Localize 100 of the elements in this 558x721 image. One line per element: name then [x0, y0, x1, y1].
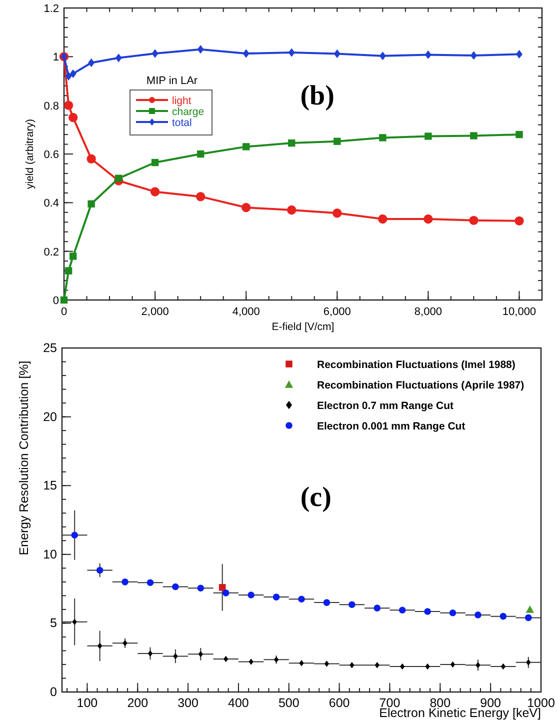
- y-tick-label: 0.8: [44, 100, 59, 112]
- point: [379, 52, 386, 60]
- point: [424, 50, 432, 60]
- point: [88, 200, 95, 208]
- legend-label: charge: [172, 106, 204, 118]
- point: [334, 138, 341, 145]
- point: [324, 660, 330, 667]
- y-tick-label: 25: [43, 341, 58, 355]
- y-tick-label: 0.2: [44, 246, 59, 258]
- point: [424, 214, 433, 224]
- point: [298, 596, 305, 603]
- point: [374, 662, 380, 668]
- point: [115, 54, 122, 62]
- point: [374, 604, 381, 612]
- point: [122, 578, 128, 586]
- y-tick-label: 1: [52, 52, 59, 64]
- point: [148, 650, 153, 657]
- point: [424, 132, 432, 140]
- y-tick-label: 0.6: [44, 149, 59, 161]
- point: [72, 618, 77, 625]
- point: [64, 100, 74, 110]
- point: [146, 579, 154, 586]
- point: [398, 606, 406, 614]
- point: [469, 216, 478, 226]
- x-tick-label: 600: [328, 696, 350, 710]
- x-tick-label: 0: [60, 306, 68, 318]
- point: [425, 663, 430, 670]
- legend-label: total: [172, 117, 192, 129]
- point: [173, 653, 178, 660]
- point: [152, 49, 158, 58]
- point: [60, 296, 68, 304]
- legend-label: light: [172, 95, 192, 107]
- point: [288, 139, 296, 147]
- point: [115, 174, 122, 182]
- point: [334, 49, 340, 58]
- point: [424, 608, 431, 615]
- point: [379, 134, 386, 142]
- point: [88, 58, 95, 68]
- point: [450, 661, 456, 668]
- point: [516, 130, 523, 138]
- legend-title: MIP in LAr: [146, 75, 198, 87]
- point: [449, 609, 456, 616]
- point: [68, 112, 78, 122]
- point: [197, 45, 204, 54]
- point: [64, 267, 72, 274]
- point: [242, 143, 250, 150]
- point: [71, 532, 78, 539]
- annotation: (c): [300, 482, 332, 514]
- x-tick-label: 100: [76, 696, 98, 710]
- point: [70, 252, 77, 260]
- point: [97, 642, 102, 650]
- point: [248, 592, 254, 598]
- y-tick-label: 0: [52, 295, 59, 307]
- point: [287, 205, 296, 215]
- point: [122, 640, 128, 646]
- point: [222, 590, 230, 596]
- x-tick-label: 2,000: [141, 306, 169, 318]
- point: [350, 662, 354, 668]
- y-tick-label: 0: [50, 685, 58, 699]
- point: [218, 584, 226, 591]
- x-tick-label: 8,000: [414, 306, 442, 318]
- legend-label: Electron 0.001 mm Range Cut: [317, 420, 466, 432]
- point: [86, 154, 96, 164]
- y-tick-label: 20: [43, 410, 58, 424]
- point: [526, 605, 534, 613]
- point: [70, 69, 76, 78]
- point: [500, 663, 506, 670]
- point: [332, 208, 342, 218]
- point: [470, 132, 478, 140]
- point: [378, 214, 388, 224]
- point: [470, 51, 477, 60]
- point: [172, 583, 179, 590]
- point: [196, 150, 204, 158]
- point: [514, 216, 524, 226]
- point: [242, 49, 250, 58]
- point: [65, 72, 72, 80]
- y-tick-label: 0.4: [44, 198, 59, 210]
- y-tick-label: 1.2: [44, 3, 59, 15]
- point: [476, 662, 480, 668]
- point: [524, 614, 532, 622]
- point: [500, 612, 507, 620]
- point: [241, 202, 251, 212]
- point: [272, 594, 280, 600]
- point: [197, 584, 204, 592]
- x-tick-label: 400: [228, 696, 249, 710]
- point: [151, 158, 159, 166]
- y-tick-label: 5: [50, 616, 58, 630]
- legend-label: Electron 0.7 mm Range Cut: [317, 400, 454, 412]
- x-tick-label: 4,000: [232, 306, 260, 318]
- point: [299, 660, 304, 666]
- point: [96, 566, 104, 574]
- point: [348, 601, 356, 608]
- point: [400, 663, 405, 670]
- point: [526, 659, 531, 666]
- x-tick-label: 200: [127, 696, 148, 710]
- x-tick-label: 6,000: [323, 306, 351, 318]
- point: [288, 48, 295, 57]
- y-tick-label: 15: [43, 478, 58, 493]
- x-tick-label: 300: [178, 696, 199, 710]
- y-axis-title: yield (arbitrary): [24, 118, 36, 190]
